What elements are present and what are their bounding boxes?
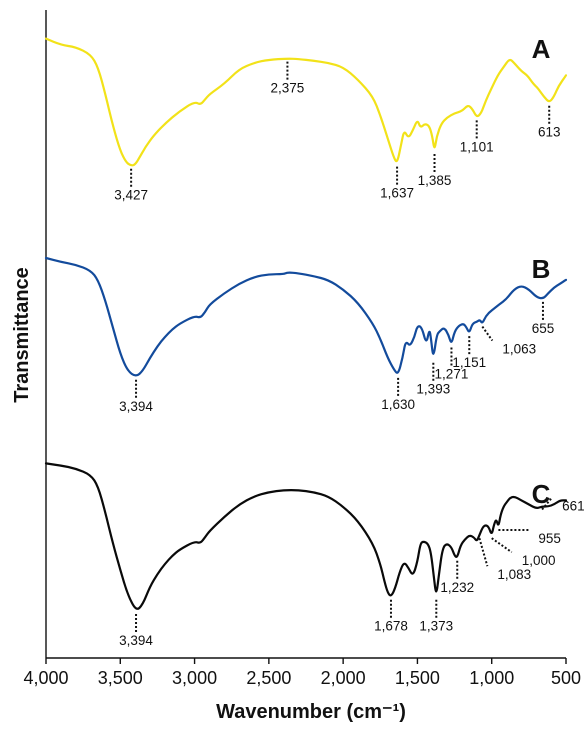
x-tick-label: 2,000: [321, 668, 366, 688]
panel-label-b: B: [532, 254, 551, 284]
y-axis-title: Transmittance: [11, 267, 33, 403]
peak-marker: [491, 537, 513, 554]
x-tick-label: 3,000: [172, 668, 217, 688]
peak-marker: [478, 537, 489, 567]
peak-label: 613: [538, 125, 561, 140]
peak-label: 1,385: [418, 173, 452, 188]
peak-label: 1,232: [440, 580, 474, 595]
series-c-line: [44, 462, 568, 610]
peak-label: 1,393: [416, 382, 450, 397]
peak-label: 1,083: [497, 567, 531, 582]
peak-marker: [541, 496, 553, 511]
peak-label: 661: [562, 499, 585, 514]
peak-label: 2,375: [271, 81, 305, 96]
peak-label: 1,678: [374, 619, 408, 634]
x-tick-label: 4,000: [23, 668, 68, 688]
series-a-line: [44, 37, 568, 167]
x-tick-label: 2,500: [246, 668, 291, 688]
x-tick-label: 1,000: [469, 668, 514, 688]
peak-label: 1,063: [502, 342, 536, 357]
series-b-line: [44, 256, 568, 377]
panel-label-c: C: [532, 479, 551, 509]
x-tick-label: 1,500: [395, 668, 440, 688]
peak-label: 1,000: [522, 553, 556, 568]
peak-marker: [481, 326, 494, 342]
peak-label: 3,394: [119, 399, 153, 414]
peak-label: 1,630: [381, 397, 415, 412]
peak-label: 1,101: [460, 139, 494, 154]
panel-letters: A B C: [532, 34, 551, 509]
peak-label: 1,637: [380, 186, 414, 201]
peak-label: 3,427: [114, 188, 148, 203]
x-axis-title: Wavenumber (cm⁻¹): [216, 701, 406, 723]
axes: 4,000 3,500 3,000 2,500 2,000 1,500 1,000 500: [23, 10, 581, 688]
peak-label: 655: [532, 321, 555, 336]
peak-label: 1,373: [419, 619, 453, 634]
panel-label-a: A: [532, 34, 551, 64]
x-tick-label: 500: [551, 668, 581, 688]
peak-label: 1,271: [435, 367, 469, 382]
peak-label: 955: [538, 531, 561, 546]
peak-label: 1,151: [452, 355, 486, 370]
peak-label: 3,394: [119, 633, 153, 648]
series-layer: [44, 37, 568, 610]
x-tick-label: 3,500: [98, 668, 143, 688]
